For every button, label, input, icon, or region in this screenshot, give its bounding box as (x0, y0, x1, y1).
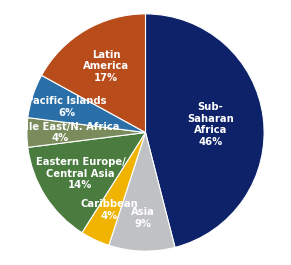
Text: Sub-
Saharan
Africa
46%: Sub- Saharan Africa 46% (187, 102, 234, 147)
Wedge shape (28, 75, 146, 132)
Wedge shape (146, 14, 264, 248)
Text: Asia
9%: Asia 9% (131, 207, 155, 229)
Text: Latin
America
17%: Latin America 17% (83, 50, 129, 83)
Wedge shape (82, 132, 146, 245)
Text: Pacific Islands
6%: Pacific Islands 6% (26, 96, 107, 118)
Text: Middle East/N. Africa
4%: Middle East/N. Africa 4% (1, 122, 119, 143)
Text: Eastern Europe/
Central Asia
14%: Eastern Europe/ Central Asia 14% (36, 157, 125, 191)
Wedge shape (109, 132, 175, 251)
Wedge shape (27, 118, 146, 147)
Wedge shape (42, 14, 146, 132)
Wedge shape (28, 132, 146, 233)
Text: Caribbean
4%: Caribbean 4% (80, 199, 138, 220)
